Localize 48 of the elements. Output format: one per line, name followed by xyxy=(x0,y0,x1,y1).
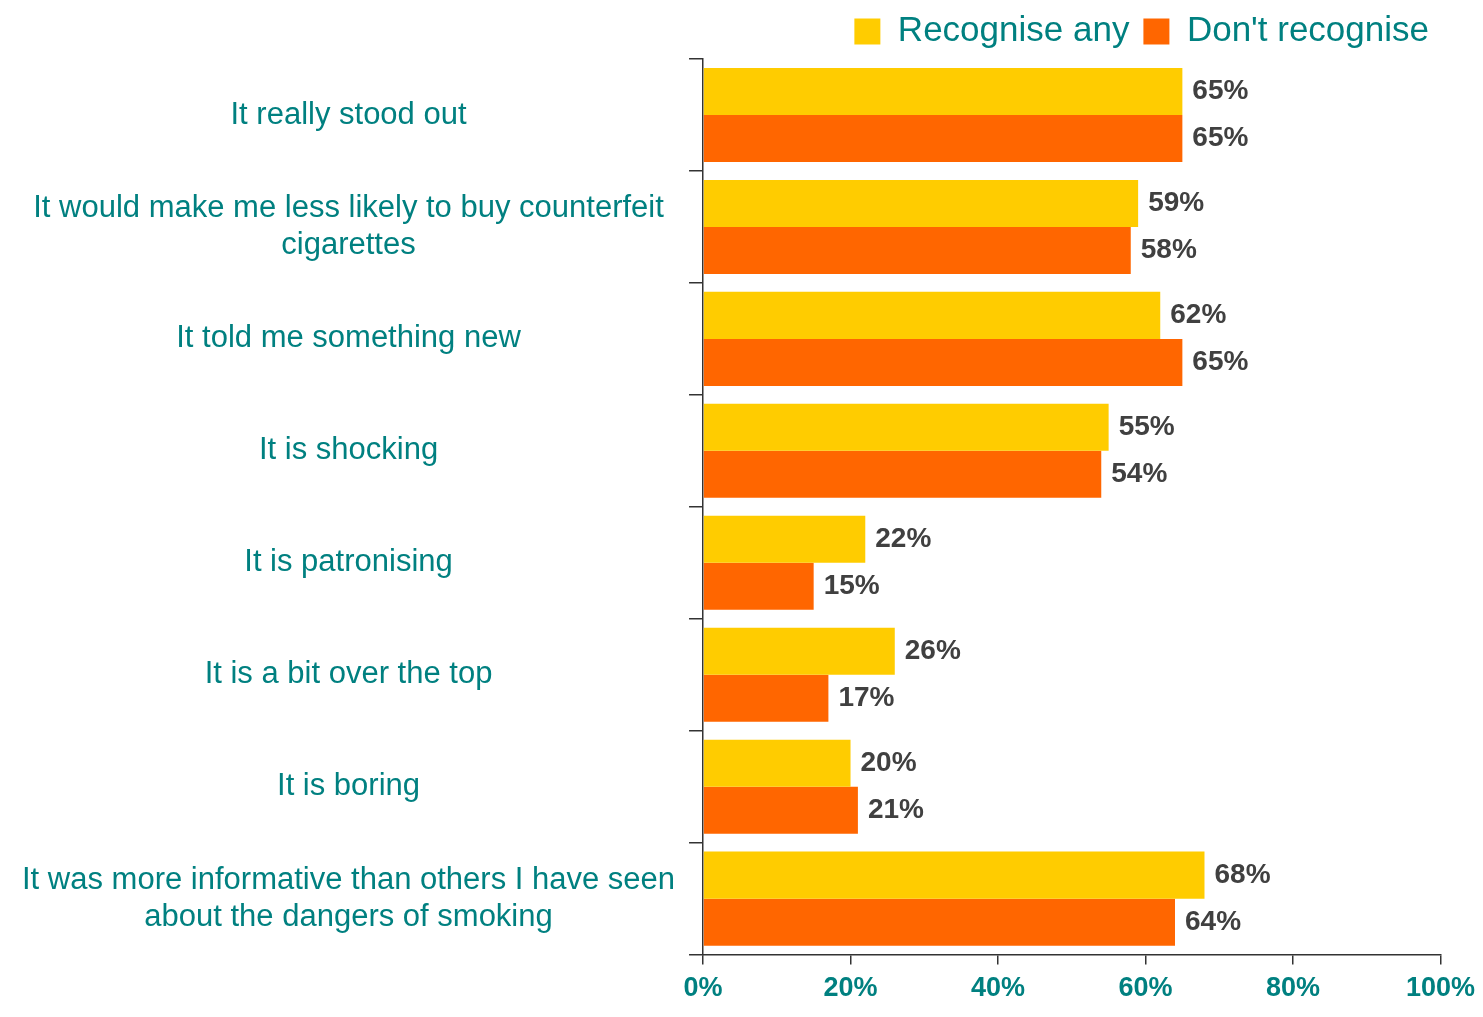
bar xyxy=(703,67,1183,115)
y-tick-label: It is patronising xyxy=(244,543,453,579)
y-tick-label: It is a bit over the top xyxy=(204,655,493,691)
bar xyxy=(703,403,1109,451)
data-label: 22% xyxy=(875,521,932,553)
data-label: 54% xyxy=(1111,457,1168,489)
x-tick-label: 100% xyxy=(1405,972,1475,1003)
x-tick-label: 20% xyxy=(823,972,878,1003)
bar xyxy=(703,674,829,722)
bar xyxy=(703,627,895,675)
bar xyxy=(703,562,814,610)
legend-label: Recognise any xyxy=(897,9,1130,49)
data-label: 26% xyxy=(904,633,961,665)
legend-label: Don't recognise xyxy=(1186,9,1430,49)
y-tick-label: It is boring xyxy=(277,767,421,803)
x-tick-label: 80% xyxy=(1265,972,1321,1003)
x-tick-label: 0% xyxy=(683,972,723,1003)
bar xyxy=(703,179,1139,227)
bar xyxy=(703,851,1205,899)
data-label: 15% xyxy=(823,569,880,600)
x-tick-label: 60% xyxy=(1118,972,1173,1003)
y-tick-label: It would make me less likely to buy counterfeit cigarettes xyxy=(33,188,665,262)
data-label: 20% xyxy=(860,745,917,777)
data-label: 65% xyxy=(1192,345,1249,377)
bar xyxy=(703,114,1183,162)
data-label: 17% xyxy=(838,680,895,712)
data-label: 64% xyxy=(1185,904,1242,936)
y-tick-label: It really stood out xyxy=(230,95,467,131)
bar xyxy=(703,226,1131,274)
data-label: 65% xyxy=(1192,121,1249,153)
bar xyxy=(703,515,866,563)
y-tick-label: It told me something new xyxy=(176,319,522,355)
bar xyxy=(703,450,1102,498)
data-label: 21% xyxy=(867,792,925,824)
bar xyxy=(703,338,1183,386)
y-tick-label: It was more informative than others I have seen about the dangers of smoking xyxy=(22,860,676,933)
data-label: 65% xyxy=(1192,74,1249,106)
bar xyxy=(703,291,1161,339)
x-tick-label: 40% xyxy=(970,972,1026,1003)
y-tick-label: It is shocking xyxy=(258,431,439,467)
data-label: 68% xyxy=(1214,857,1271,889)
data-label: 55% xyxy=(1118,410,1175,442)
bar xyxy=(703,786,858,834)
data-label: 58% xyxy=(1140,233,1197,265)
data-label: 62% xyxy=(1170,298,1227,330)
bar xyxy=(703,739,851,787)
bar xyxy=(703,898,1175,946)
data-label: 59% xyxy=(1148,186,1205,218)
